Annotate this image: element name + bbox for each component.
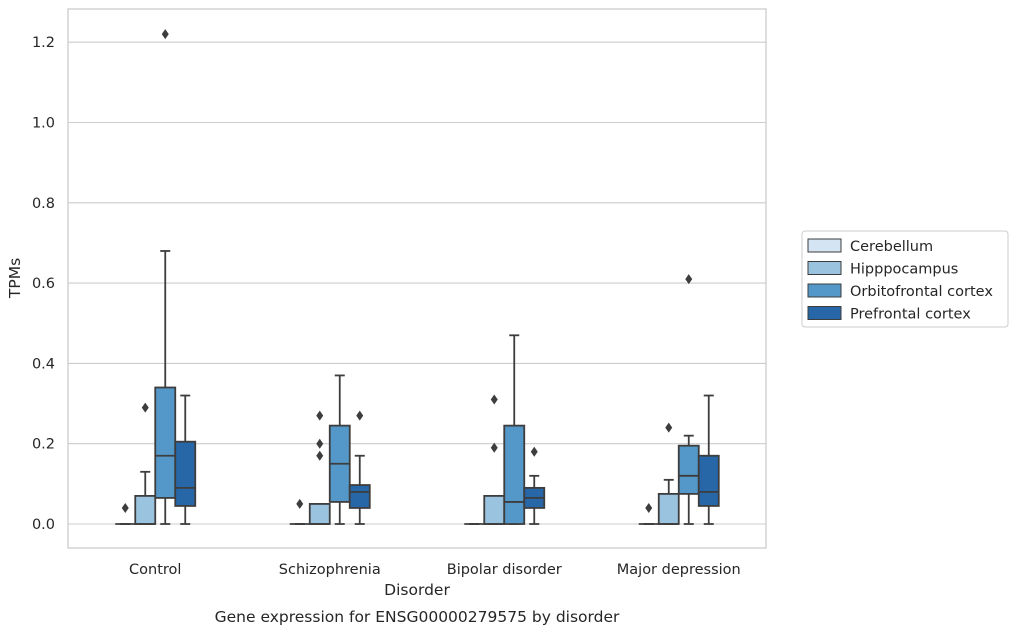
y-axis-label: TPMs xyxy=(6,258,24,299)
legend-swatch xyxy=(807,238,842,253)
legend-swatch xyxy=(807,306,842,320)
box-prefrontal-cortex xyxy=(523,446,546,525)
outlier-point xyxy=(121,502,129,513)
outlier-point xyxy=(141,402,149,413)
x-tick-label: Schizophrenia xyxy=(279,562,381,578)
box-iqr xyxy=(677,444,700,495)
y-tick-label: 0.4 xyxy=(32,356,55,372)
box-prefrontal-cortex xyxy=(348,410,371,525)
x-axis-ticks: Control Schizophrenia Bipolar disorder Majo… xyxy=(129,562,741,578)
x-axis-label: Disorder xyxy=(384,581,450,599)
outlier-point xyxy=(665,422,673,433)
box-iqr xyxy=(697,454,720,507)
box-orbitofrontal-cortex xyxy=(503,334,526,525)
outlier-point xyxy=(316,438,324,449)
box-iqr xyxy=(308,503,331,525)
box-iqr xyxy=(503,424,526,525)
y-tick-label: 0.6 xyxy=(32,276,55,292)
box-hipppocampus xyxy=(308,410,331,525)
outlier-point xyxy=(161,29,169,40)
box-hipppocampus xyxy=(483,394,506,525)
box-iqr xyxy=(657,492,680,525)
box-orbitofrontal-cortex xyxy=(154,29,177,525)
legend: Cerebellum Hipppocampus Orbitofrontal cort… xyxy=(801,230,1009,328)
legend-swatch xyxy=(807,283,842,298)
box-iqr xyxy=(483,494,506,525)
box-prefrontal-cortex xyxy=(697,394,720,525)
outlier-point xyxy=(490,442,498,453)
y-axis-ticks: 0.0 0.2 0.4 0.6 0.8 1.0 1.2 xyxy=(32,35,55,533)
outlier-point xyxy=(296,498,304,509)
chart-caption: Gene expression for ENSG00000279575 by d… xyxy=(215,608,620,626)
legend-entry-label: Prefrontal cortex xyxy=(850,307,971,323)
x-tick-label: Bipolar disorder xyxy=(447,562,562,578)
legend-entry-label: Hipppocampus xyxy=(850,262,958,278)
x-tick-label: Major depression xyxy=(617,562,741,578)
box-cerebellum xyxy=(289,498,310,525)
outlier-point xyxy=(490,394,498,405)
y-tick-label: 0.2 xyxy=(32,437,55,453)
box-iqr xyxy=(174,440,197,507)
box-groups xyxy=(115,29,720,525)
y-tick-label: 1.2 xyxy=(32,35,55,51)
outlier-point xyxy=(316,410,324,421)
box-orbitofrontal-cortex xyxy=(677,274,700,525)
box-orbitofrontal-cortex xyxy=(328,374,351,525)
box-cerebellum xyxy=(638,502,659,525)
y-tick-label: 0.0 xyxy=(32,517,55,533)
y-tick-label: 0.8 xyxy=(32,196,55,212)
legend-entry-label: Cerebellum xyxy=(850,239,933,255)
legend-frame xyxy=(801,230,1009,328)
box-prefrontal-cortex xyxy=(174,394,197,525)
plot-frame xyxy=(67,8,767,549)
outlier-point xyxy=(685,274,693,285)
x-tick-label: Control xyxy=(129,562,181,578)
box-hipppocampus xyxy=(134,402,157,525)
y-tick-label: 1.0 xyxy=(32,116,55,132)
box-iqr xyxy=(154,386,177,499)
box-hipppocampus xyxy=(657,422,680,525)
legend-swatch xyxy=(807,261,842,275)
outlier-point xyxy=(316,450,324,461)
box-iqr xyxy=(134,494,157,525)
outlier-point xyxy=(645,502,653,513)
legend-entry-label: Orbitofrontal cortex xyxy=(850,284,993,300)
outlier-point xyxy=(356,410,364,421)
box-iqr xyxy=(348,484,371,509)
outlier-point xyxy=(530,446,538,457)
box-cerebellum xyxy=(115,502,136,525)
